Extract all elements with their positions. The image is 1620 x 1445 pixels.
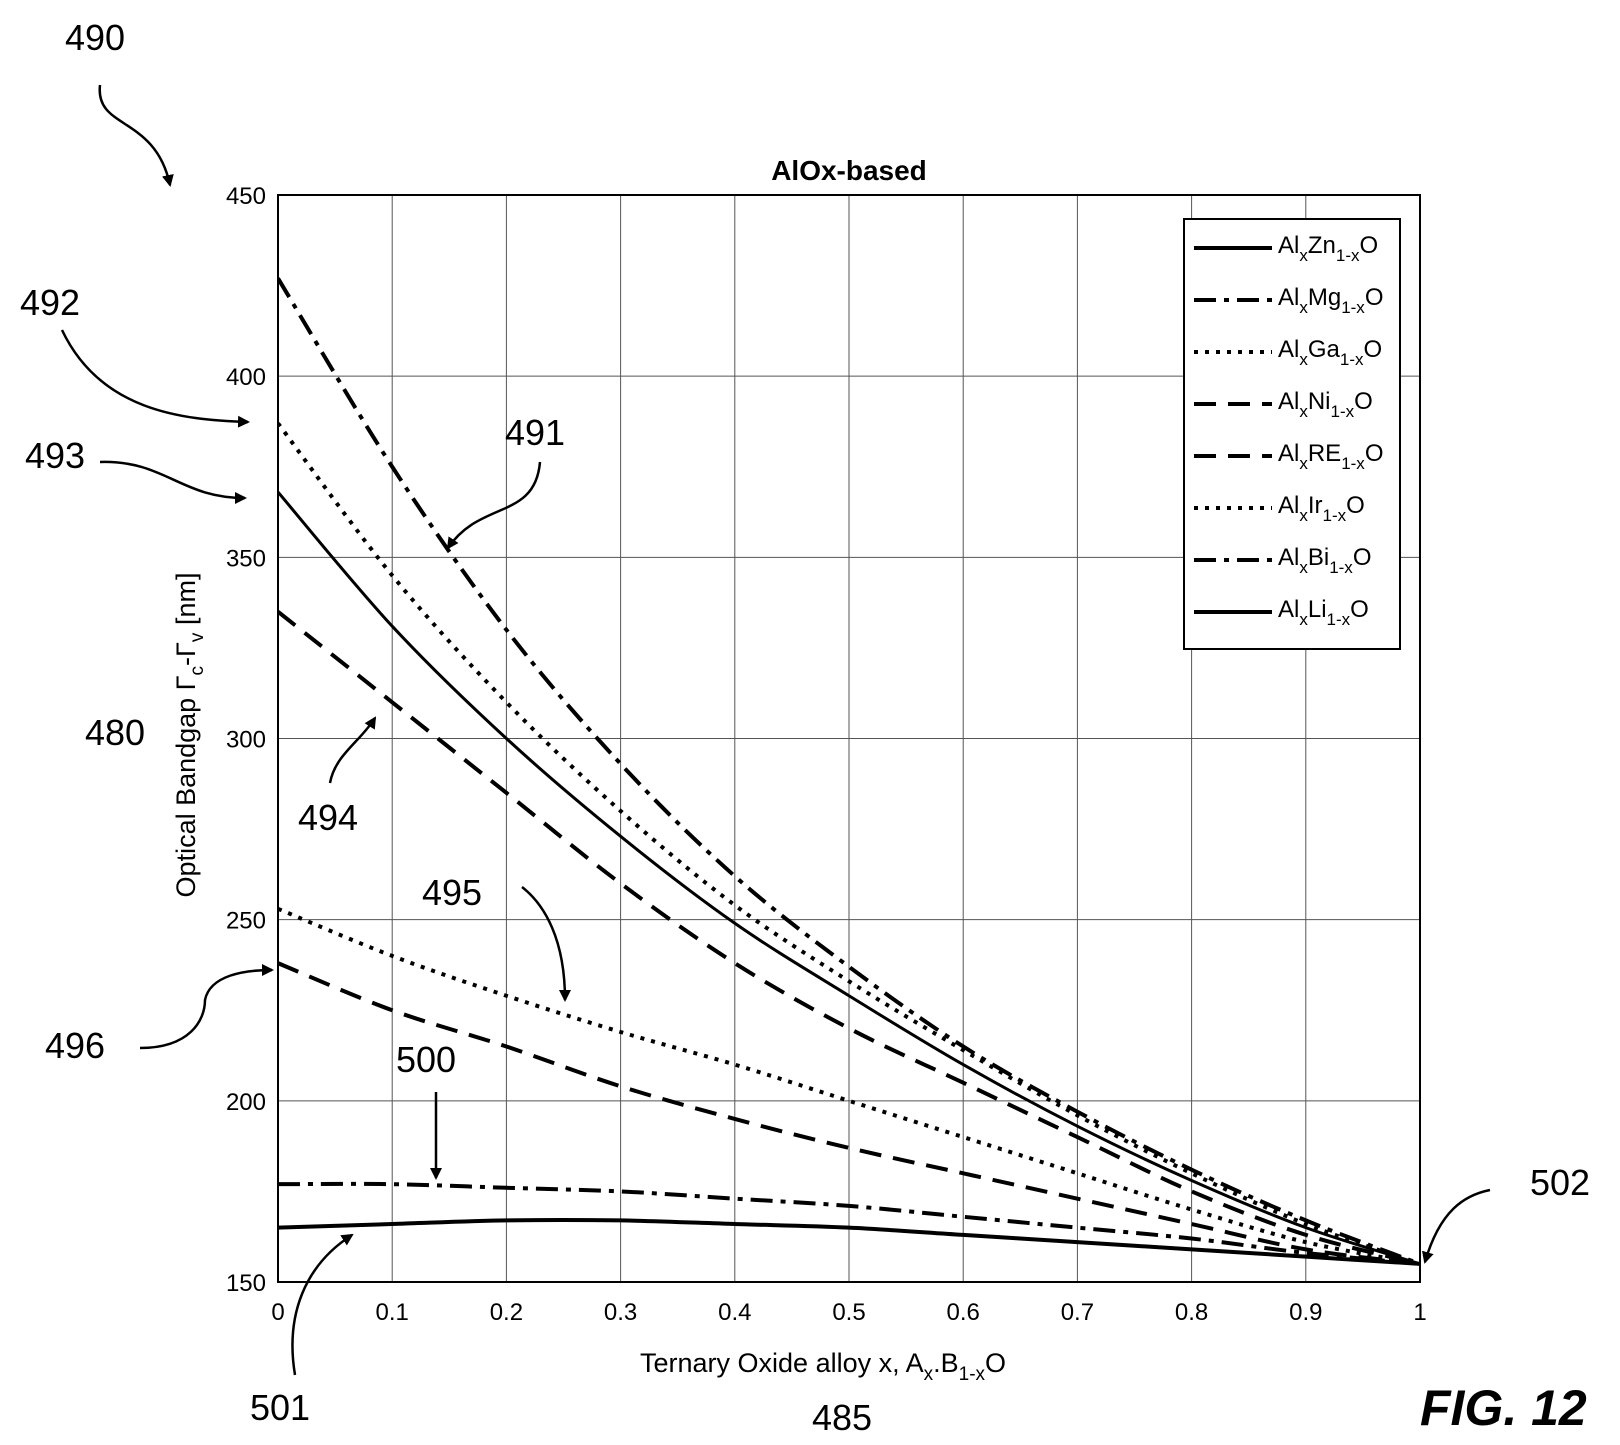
x-tick-label: 0.5 [832, 1299, 865, 1326]
series-line-ga [278, 906, 1420, 1266]
x-axis-label: Ternary Oxide alloy x, Ax.B1-xO [640, 1348, 1006, 1385]
ref-numeral-500: 500 [396, 1039, 456, 1080]
figure-label: FIG. 12 [1420, 1380, 1587, 1436]
y-tick-label: 250 [226, 908, 266, 935]
annotations: 491 492 493 494 495 496 500 501 502 480 485 [20, 282, 1590, 1438]
x-tick-label: 0.6 [947, 1299, 980, 1326]
ref-numeral-502: 502 [1530, 1162, 1590, 1203]
y-tick-label: 350 [226, 545, 266, 572]
ref-numeral-492: 492 [20, 282, 80, 323]
legend-entry: AlxLi1-xO [1278, 596, 1369, 629]
ref-numeral-491: 491 [505, 412, 565, 453]
x-tick-label: 0 [271, 1299, 284, 1326]
legend-entry: AlxGa1-xO [1278, 336, 1382, 369]
x-tick-label: 0.9 [1289, 1299, 1322, 1326]
leader-arrow-492 [60, 329, 250, 428]
leader-arrow-493 [99, 460, 247, 504]
y-tick-label: 300 [226, 727, 266, 754]
ref-numeral-493: 493 [25, 435, 85, 476]
x-tick-label: 0.2 [490, 1299, 523, 1326]
legend-entry: AlxIr1-xO [1278, 492, 1365, 525]
ref-numeral-495: 495 [422, 872, 482, 913]
x-tick-label: 0.3 [604, 1299, 637, 1326]
x-tick-label: 0.4 [718, 1299, 751, 1326]
legend: AlxZn1-xO AlxMg1-xO AlxGa1-xO AlxNi1-xO AlxR… [1183, 218, 1401, 650]
ref-numeral-501: 501 [250, 1387, 310, 1428]
series-line-ir [278, 422, 1420, 1266]
y-axis-label: Optical Bandgap Γc-Γv [nm] [171, 573, 208, 898]
x-tick-label: 0.1 [376, 1299, 409, 1326]
x-tick-label: 0.8 [1175, 1299, 1208, 1326]
ref-numeral-485: 485 [812, 1397, 872, 1438]
series-line-mg [278, 1181, 1420, 1266]
leader-arrow-495 [521, 886, 571, 1002]
series-line-bi [278, 277, 1420, 1266]
chart-title: AlOx-based [771, 155, 927, 186]
y-tick-label: 400 [226, 364, 266, 391]
leader-arrow-496 [139, 964, 274, 1050]
y-tick-label: 450 [226, 183, 266, 210]
y-tick-label: 150 [226, 1270, 266, 1297]
legend-entry: AlxMg1-xO [1278, 284, 1383, 317]
legend-entry: AlxNi1-xO [1278, 388, 1373, 421]
leader-arrow-502 [1422, 1188, 1491, 1264]
series-layer [278, 277, 1420, 1266]
figure-ref-number: 490 [65, 17, 125, 58]
series-line-li [278, 491, 1420, 1266]
ref-numeral-494: 494 [298, 797, 358, 838]
leader-arrow-491 [446, 461, 542, 550]
ref-numeral-480: 480 [85, 712, 145, 753]
series-line-ni [278, 610, 1420, 1266]
legend-box [1183, 218, 1401, 650]
x-tick-label: 1 [1413, 1299, 1426, 1326]
series-line-zn [278, 1217, 1420, 1266]
ref-numeral-496: 496 [45, 1025, 105, 1066]
tick-labels: 0 0.1 0.2 0.3 0.4 0.5 0.6 0.7 0.8 0.9 1 150 200 250 30… [226, 183, 1427, 1326]
legend-entry: AlxBi1-xO [1278, 544, 1371, 577]
y-tick-label: 200 [226, 1089, 266, 1116]
legend-entry: AlxRE1-xO [1278, 440, 1383, 473]
figure-ref-arrow [98, 84, 174, 187]
plot-frame [277, 194, 1421, 1283]
x-tick-label: 0.7 [1061, 1299, 1094, 1326]
leader-arrow-494 [328, 716, 377, 784]
leader-arrow-501 [291, 1233, 354, 1376]
legend-entry: AlxZn1-xO [1278, 232, 1378, 265]
